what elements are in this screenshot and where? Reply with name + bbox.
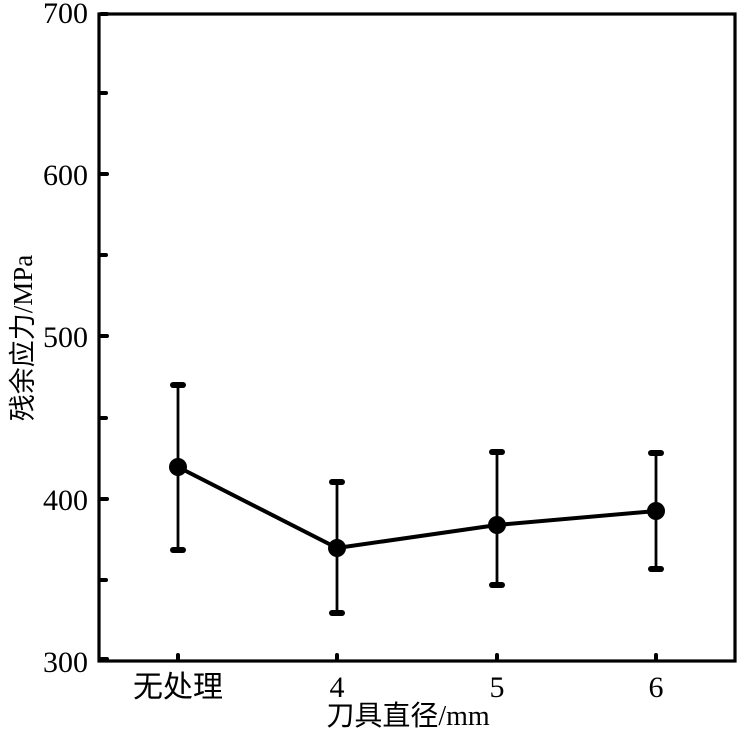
svg-text:700: 700: [43, 0, 88, 30]
svg-text:400: 400: [43, 484, 88, 517]
svg-text:残余应力/MPa: 残余应力/MPa: [8, 255, 38, 422]
svg-text:300: 300: [43, 646, 88, 679]
svg-text:无处理: 无处理: [133, 671, 223, 704]
svg-text:5: 5: [490, 671, 505, 704]
svg-text:500: 500: [43, 321, 88, 354]
svg-text:4: 4: [330, 671, 345, 704]
svg-text:600: 600: [43, 159, 88, 192]
svg-text:6: 6: [649, 671, 664, 704]
svg-text:刀具直径/mm: 刀具直径/mm: [326, 700, 490, 732]
